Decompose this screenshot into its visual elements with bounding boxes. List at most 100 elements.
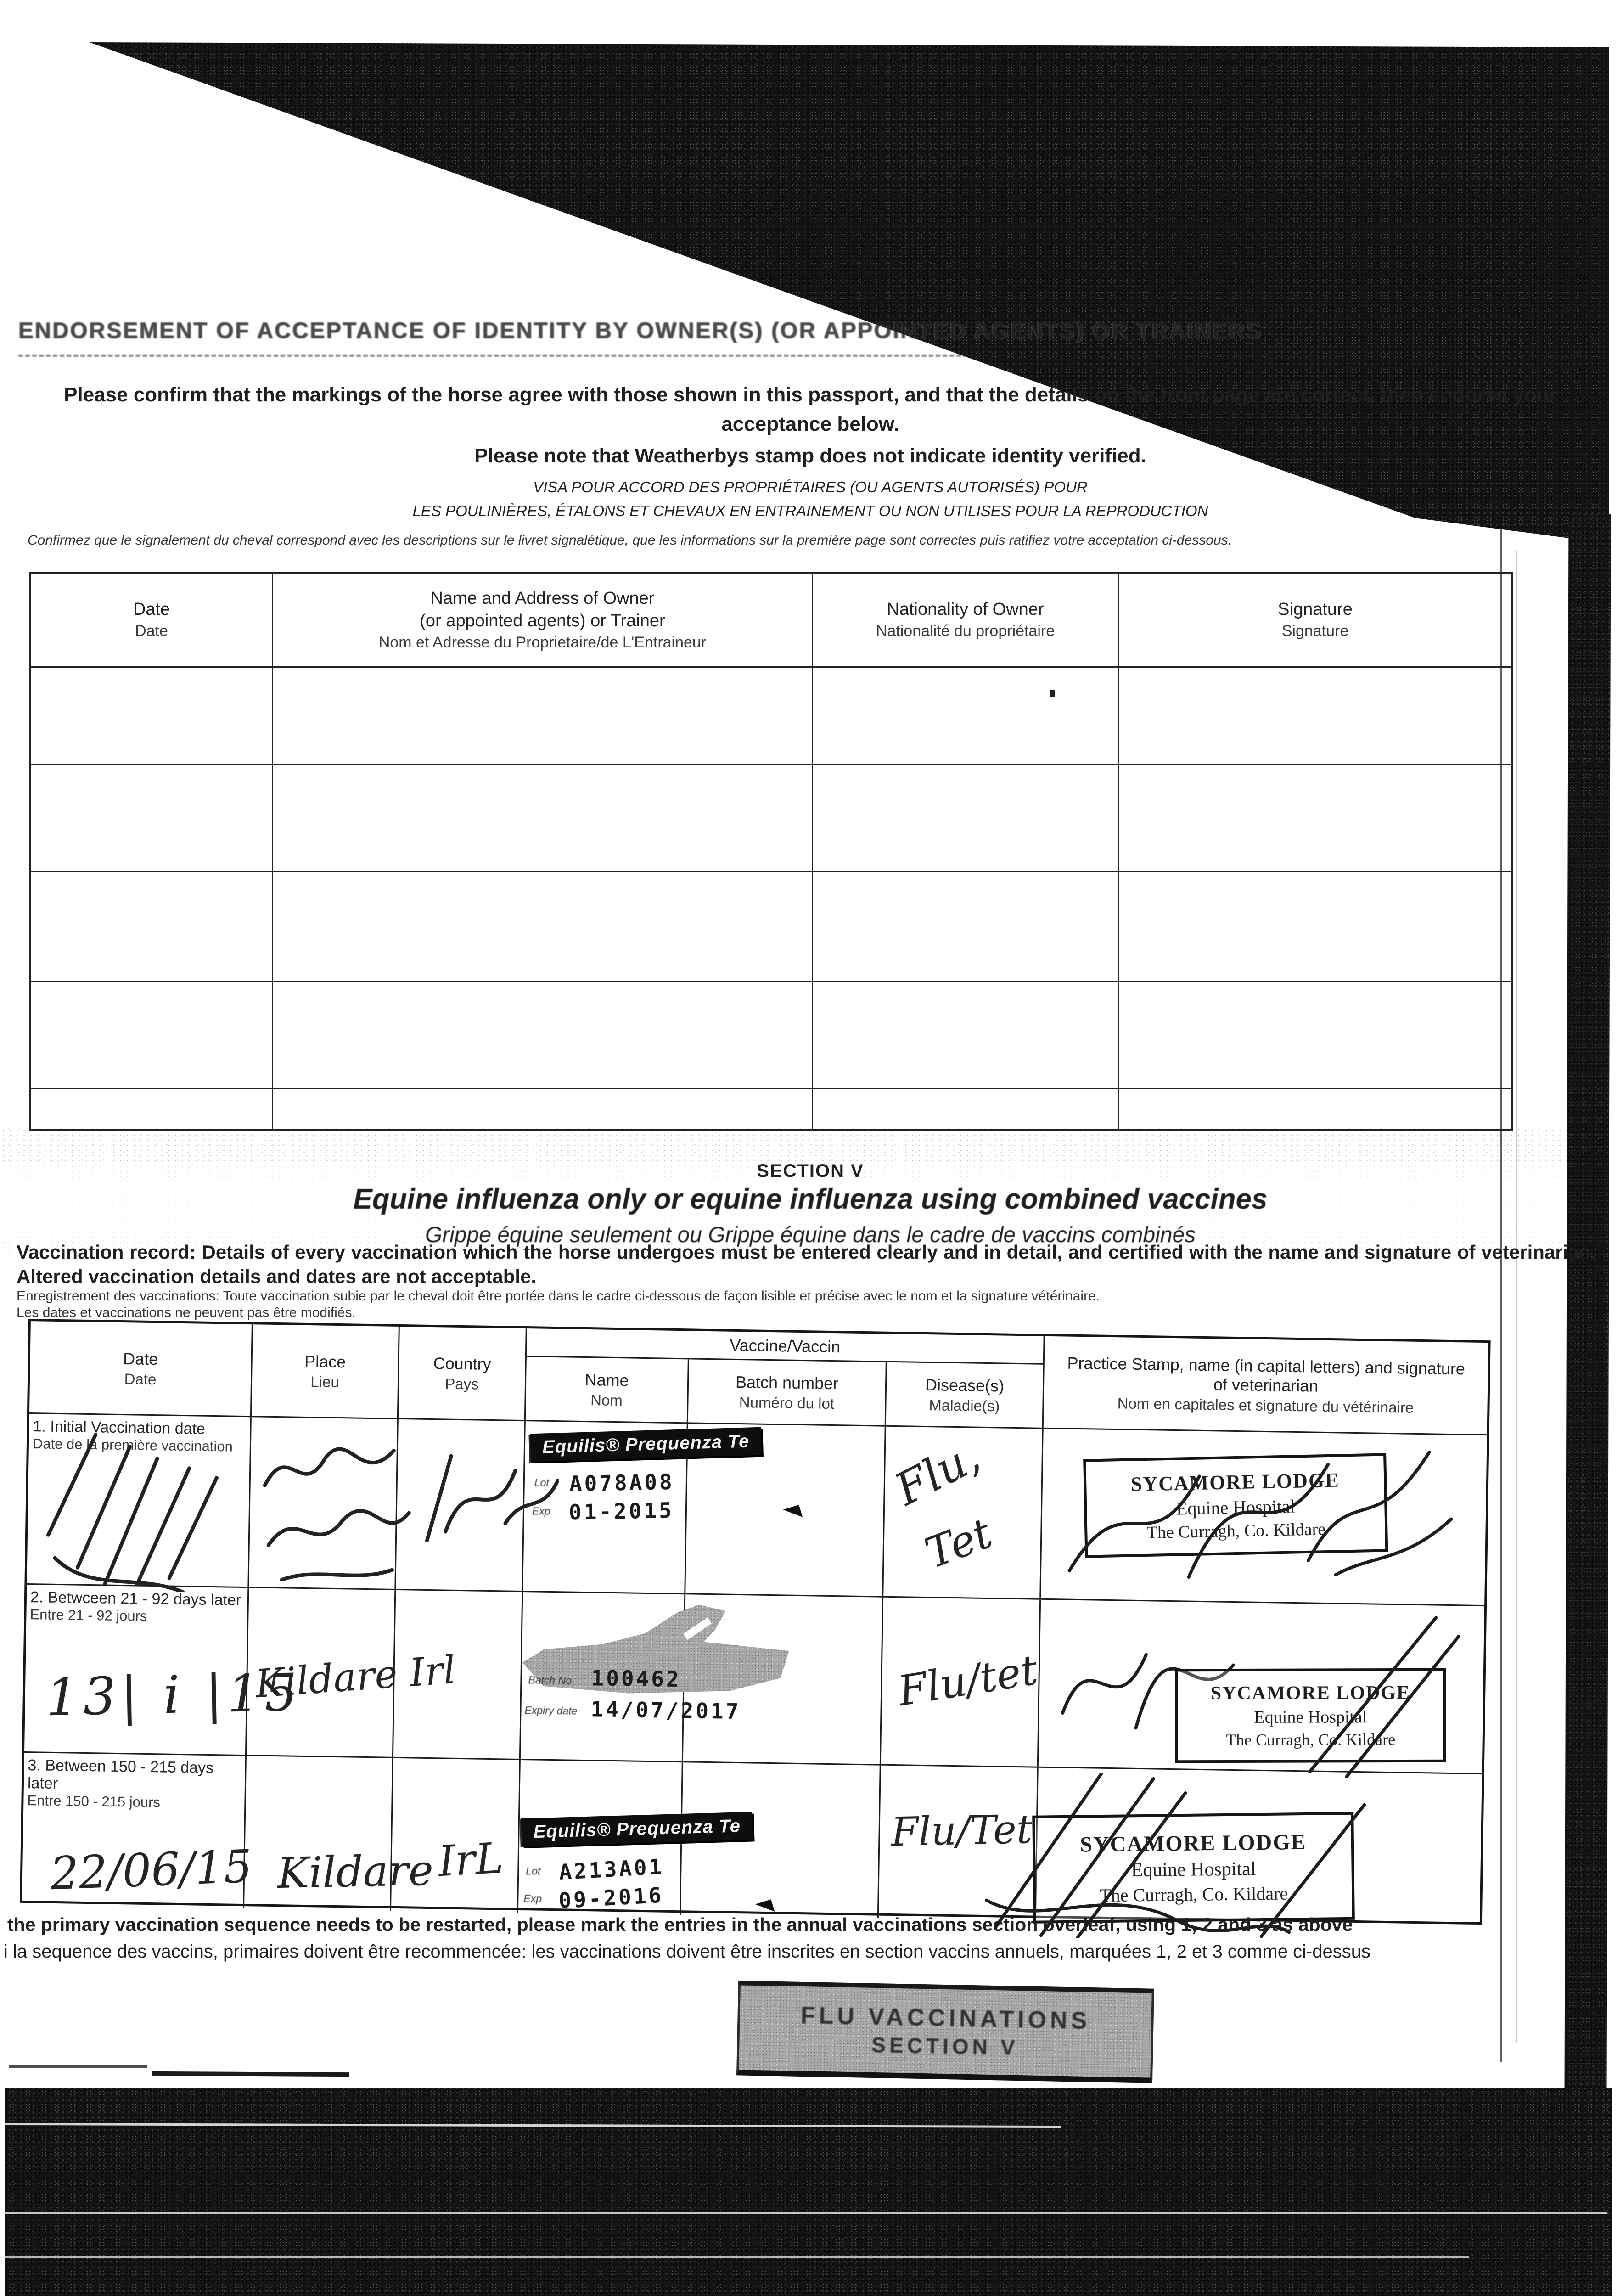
page-edge-line-2 [1516, 551, 1517, 2043]
owner-col-signature-fr: Signature [1281, 622, 1349, 640]
owner-col-date-fr: Date [135, 622, 168, 640]
vax-r3-label-en: 3. Between 150 - 215 days later [27, 1756, 214, 1793]
vax-col-vaccine-label: Vaccine/Vaccin [730, 1335, 841, 1356]
owner-empty-cell [813, 765, 1119, 872]
owner-col-nationality-fr: Nationalité du propriétaire [876, 622, 1055, 640]
vax-col-disease-fr: Maladie(s) [929, 1396, 1000, 1414]
visa-fr-line1: VISA POUR ACCORD DES PROPRIÉTAIRES (OU A… [533, 478, 1088, 495]
confirm-instruction-en: Please confirm that the markings of the … [64, 383, 1557, 435]
owner-empty-cell [31, 668, 273, 765]
vax-col-name-en: Name [584, 1370, 629, 1390]
owner-col-signature-en: Signature [1278, 600, 1353, 619]
vaccination-record-note-fr2: Les dates et vaccinations ne peuvent pas… [17, 1305, 356, 1320]
scan-noise-bottom-band [5, 2088, 1612, 2296]
r1-lot-label: Lot [534, 1476, 550, 1489]
vax-col-disease-en: Disease(s) [925, 1375, 1005, 1396]
r2-vet-signature [1061, 1653, 1235, 1730]
owner-col-nationality-en: Nationality of Owner [887, 600, 1044, 619]
vax-col-place: Place Lieu [251, 1324, 400, 1419]
vax-col-date-fr: Date [124, 1370, 157, 1388]
owner-empty-cell [813, 668, 1119, 765]
flu-box-line2: SECTION V [871, 2032, 1019, 2060]
r3-exp-label: Exp [523, 1892, 542, 1905]
owner-empty-cell [31, 982, 273, 1089]
owner-empty-cell [813, 1089, 1119, 1129]
weatherbys-note: Please note that Weatherbys stamp does n… [474, 445, 1146, 467]
confirm-instruction-fr: Confirmez que le signalement du cheval c… [28, 533, 1232, 548]
owner-empty-cell [31, 872, 273, 982]
r3-vaccine-sticker: Equilis® Prequenza Te [521, 1812, 753, 1847]
r2-exp-value: 14/07/2017 [590, 1697, 741, 1724]
owner-empty-cell [31, 765, 273, 872]
scan-noise-midband-light [0, 1164, 1612, 1261]
section-v-title-fr: Grippe équine seulement ou Grippe équine… [425, 1223, 1196, 1247]
r2-batch-label: Batch No [528, 1674, 572, 1687]
owner-empty-cell [31, 1089, 273, 1129]
owner-empty-cell [1119, 765, 1511, 872]
r1-vet-signature [1067, 1450, 1453, 1579]
vax-r3-label-fr: Entre 150 - 215 jours [27, 1792, 161, 1811]
flu-box-line1: FLU VACCINATIONS [800, 2002, 1091, 2035]
flu-vaccinations-stamp-box: FLU VACCINATIONS SECTION V [736, 1981, 1154, 2083]
vax-col-country: Country Pays [398, 1327, 527, 1422]
vax-col-name-fr: Nom [590, 1391, 623, 1409]
page-edge-line [1500, 528, 1502, 2062]
vax-col-place-en: Place [304, 1351, 346, 1371]
owner-col-owner: Name and Address of Owner (or appointed … [273, 574, 813, 668]
section-v-label: SECTION V [757, 1161, 864, 1181]
vax-col-date: Date Date [29, 1321, 253, 1418]
owner-col-owner-en2: (or appointed agents) or Trainer [420, 611, 665, 630]
vax-col-country-fr: Pays [445, 1374, 479, 1393]
page-title: ENDORSEMENT OF ACCEPTANCE OF IDENTITY BY… [18, 318, 1589, 357]
r2-signature-overstrokes [1308, 1616, 1460, 1779]
owner-empty-cell [813, 872, 1119, 982]
owner-col-date: Date Date [31, 574, 273, 668]
owner-empty-cell [273, 982, 813, 1089]
vax-col-batch-en: Batch number [735, 1372, 839, 1393]
owner-col-owner-en1: Name and Address of Owner [430, 588, 655, 608]
owner-col-nationality: Nationality of Owner Nationalité du prop… [813, 574, 1119, 668]
owner-empty-cell [813, 982, 1119, 1089]
vax-col-stamp-en: Practice Stamp, name (in capital letters… [1067, 1353, 1466, 1396]
owner-col-date-en: Date [133, 600, 170, 619]
r1-place-handwriting-scrawl [263, 1447, 411, 1582]
r3-vaccine-brand: Equilis® Prequenza Te [521, 1812, 753, 1847]
vax-col-stamp-fr: Nom en capitales et signature du vétérin… [1117, 1394, 1414, 1416]
owner-empty-cell [1119, 982, 1511, 1089]
r1-vaccine-brand: Equilis® Prequenza Te [530, 1427, 762, 1462]
r3-country-handwriting: IrL [437, 1833, 505, 1886]
vax-col-batch: Batch number Numéro du lot [688, 1359, 887, 1427]
r2-exp-label: Expiry date [524, 1704, 578, 1717]
bottom-band-streak-2 [5, 2212, 1607, 2214]
vaccination-record-note-fr1: Enregistrement des vaccinations: Toute v… [17, 1289, 1100, 1304]
vaccination-table: Date Date Place Lieu Country Pays Vaccin… [20, 1319, 1491, 1939]
r2-batch-value: 100462 [591, 1666, 682, 1692]
vax-col-date-en: Date [123, 1349, 158, 1368]
r1-country-handwriting-scrawl [425, 1454, 560, 1542]
owner-empty-cell [273, 668, 813, 765]
vax-col-place-fr: Lieu [310, 1373, 340, 1390]
vax-col-name: Name Nom [525, 1357, 689, 1424]
vaccination-record-note-en: Vaccination record: Details of every vac… [17, 1241, 1596, 1287]
owner-col-owner-fr: Nom et Adresse du Proprietaire/de L'Entr… [378, 633, 707, 651]
r3-date-handwriting: 22/06/15 [49, 1840, 253, 1901]
r1-date-handwriting-scrawl [46, 1433, 219, 1593]
stray-ink-dot [1050, 690, 1055, 697]
owner-empty-cell [1119, 668, 1511, 765]
footer-restart-note-fr: i la sequence des vaccins, primaires doi… [4, 1941, 1370, 1962]
section-v-title-en: Equine influenza only or equine influenz… [353, 1183, 1268, 1215]
vax-r2-label-fr: Entre 21 - 92 jours [30, 1606, 147, 1624]
owner-empty-cell [273, 872, 813, 982]
owner-col-signature: Signature Signature [1119, 574, 1511, 668]
r1-exp-label: Exp [532, 1505, 550, 1517]
visa-fr-line2: LES POULINIÈRES, ÉTALONS ET CHEVAUX EN E… [412, 502, 1208, 519]
scan-noise-right-strip [1564, 514, 1611, 2094]
vax-col-disease: Disease(s) Maladie(s) [886, 1362, 1045, 1429]
owner-empty-cell [1119, 872, 1511, 982]
scan-noise-midband [0, 1123, 1612, 1164]
scan-dash-bottom-left [9, 2065, 147, 2068]
vaccination-table-skew-wrapper: Date Date Place Lieu Country Pays Vaccin… [20, 1319, 1491, 1939]
owner-empty-cell [273, 1089, 813, 1129]
vax-col-batch-fr: Numéro du lot [739, 1393, 835, 1412]
